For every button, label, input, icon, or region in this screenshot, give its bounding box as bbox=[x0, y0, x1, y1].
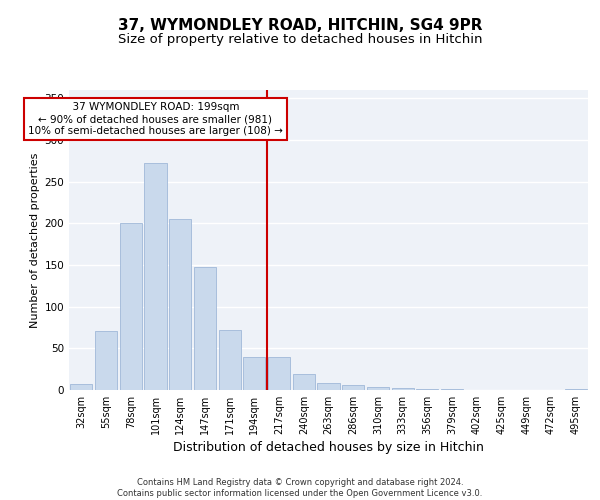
Bar bbox=[416, 389, 439, 390]
Bar bbox=[293, 374, 315, 390]
Bar bbox=[145, 164, 167, 390]
Bar bbox=[243, 356, 265, 390]
Y-axis label: Number of detached properties: Number of detached properties bbox=[30, 152, 40, 328]
Bar bbox=[317, 384, 340, 390]
Text: Contains HM Land Registry data © Crown copyright and database right 2024.
Contai: Contains HM Land Registry data © Crown c… bbox=[118, 478, 482, 498]
Bar bbox=[565, 389, 587, 390]
Text: 37 WYMONDLEY ROAD: 199sqm  
← 90% of detached houses are smaller (981)
10% of se: 37 WYMONDLEY ROAD: 199sqm ← 90% of detac… bbox=[28, 102, 283, 136]
Bar bbox=[218, 330, 241, 390]
Bar bbox=[268, 356, 290, 390]
Text: Size of property relative to detached houses in Hitchin: Size of property relative to detached ho… bbox=[118, 32, 482, 46]
Bar bbox=[169, 219, 191, 390]
X-axis label: Distribution of detached houses by size in Hitchin: Distribution of detached houses by size … bbox=[173, 441, 484, 454]
Bar bbox=[367, 386, 389, 390]
Bar bbox=[119, 222, 142, 390]
Bar bbox=[70, 384, 92, 390]
Bar bbox=[441, 389, 463, 390]
Bar bbox=[194, 266, 216, 390]
Bar bbox=[342, 385, 364, 390]
Text: 37, WYMONDLEY ROAD, HITCHIN, SG4 9PR: 37, WYMONDLEY ROAD, HITCHIN, SG4 9PR bbox=[118, 18, 482, 32]
Bar bbox=[392, 388, 414, 390]
Bar bbox=[95, 331, 117, 390]
